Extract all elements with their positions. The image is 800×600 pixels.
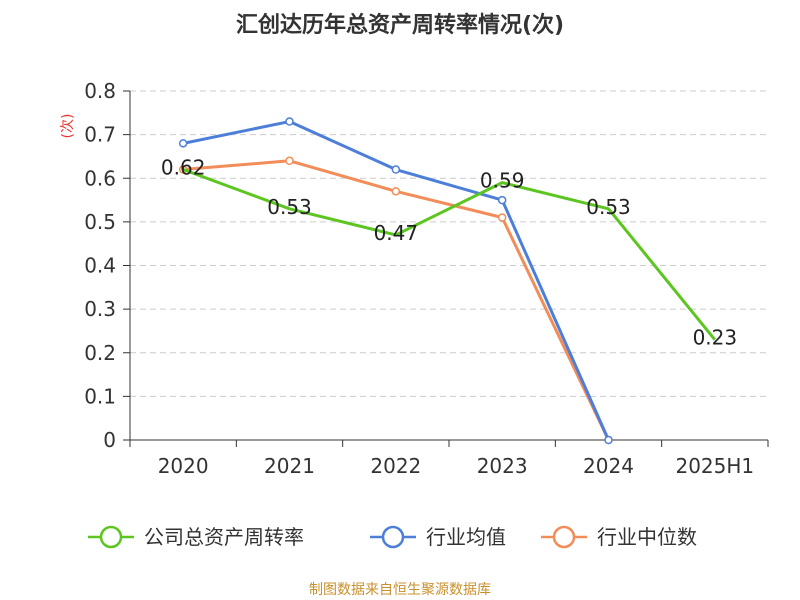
legend-label: 公司总资产周转率 [144, 525, 304, 549]
x-tick-label: 2021 [264, 454, 315, 478]
data-point [285, 156, 294, 166]
data-labels: 0.62 0.53 0.47 0.59 0.53 0.23 [161, 156, 737, 350]
y-tick-label: 0 [103, 428, 116, 452]
data-point [178, 139, 188, 148]
legend-marker [552, 525, 576, 549]
data-label: 0.53 [586, 195, 631, 219]
data-point [497, 195, 507, 205]
grid [130, 90, 768, 397]
data-point [497, 213, 507, 222]
data-label: 0.59 [480, 169, 525, 193]
legend: 公司总资产周转率 行业均值 行业中位数 [88, 525, 697, 549]
y-tick-labels: 0 0.1 0.2 0.3 0.4 0.5 0.6 0.7 0.8 [84, 79, 116, 452]
series-line [183, 159, 610, 441]
x-tick-labels: 2020 2021 2022 2023 2024 2025H1 [158, 454, 754, 478]
legend-marker [99, 525, 123, 549]
data-label: 0.47 [374, 221, 419, 245]
legend-item-2: 行业均值 [370, 525, 506, 549]
legend-label: 行业中位数 [597, 525, 697, 549]
series-line [182, 168, 716, 341]
x-tick-label: 2025H1 [675, 454, 754, 478]
x-tick-label: 2023 [477, 454, 528, 478]
legend-label: 行业均值 [426, 525, 506, 549]
y-axis-label: (次) [60, 114, 76, 139]
data-label: 0.53 [267, 195, 312, 219]
data-point [391, 187, 401, 196]
data-point [391, 165, 401, 174]
x-tick-label: 2024 [583, 454, 634, 478]
y-tick-label: 0.2 [84, 341, 116, 365]
y-tick-label: 0.3 [84, 297, 116, 321]
series-group [178, 117, 716, 445]
y-tick-label: 0.6 [84, 166, 116, 190]
x-tick-label: 2022 [370, 454, 421, 478]
y-tick-label: 0.1 [84, 384, 116, 408]
series-1 [182, 168, 716, 341]
source-note: 制图数据来自恒生聚源数据库 [309, 582, 491, 598]
data-label: 0.23 [693, 326, 738, 350]
data-point [285, 117, 294, 126]
axes [123, 90, 769, 447]
y-tick-label: 0.8 [84, 79, 116, 103]
legend-marker [381, 525, 405, 549]
data-point [604, 435, 613, 445]
chart-title: 汇创达历年总资产周转率情况(次) [236, 12, 564, 38]
y-tick-label: 0.5 [84, 210, 116, 234]
legend-item-1: 公司总资产周转率 [88, 525, 304, 549]
y-tick-label: 0.4 [84, 254, 116, 278]
data-label: 0.62 [161, 156, 206, 180]
x-tick-label: 2020 [158, 454, 209, 478]
legend-item-3: 行业中位数 [541, 525, 697, 549]
series-2 [178, 117, 613, 445]
y-tick-label: 0.7 [84, 123, 116, 147]
